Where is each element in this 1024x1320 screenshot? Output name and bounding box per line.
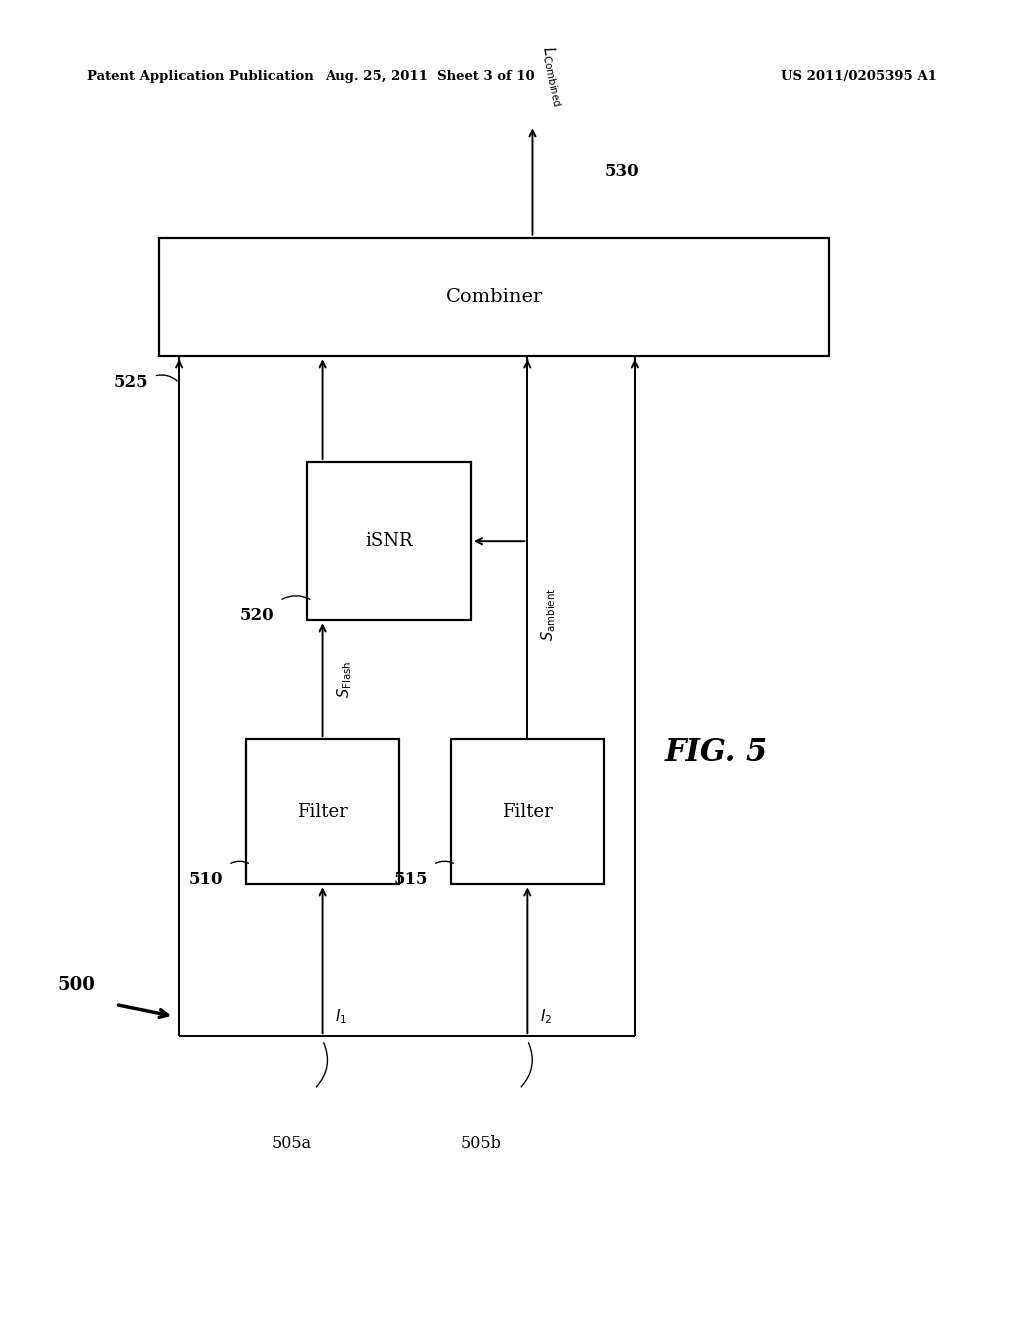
Text: Patent Application Publication: Patent Application Publication [87, 70, 313, 83]
Text: $S_\mathrm{ambient}$: $S_\mathrm{ambient}$ [540, 587, 558, 640]
Text: iSNR: iSNR [366, 532, 413, 550]
Text: Filter: Filter [297, 803, 348, 821]
Text: $S_\mathrm{Flash}$: $S_\mathrm{Flash}$ [335, 661, 353, 698]
Text: $L_\mathrm{Combined}$: $L_\mathrm{Combined}$ [538, 45, 568, 108]
Bar [159, 238, 829, 356]
Text: 520: 520 [240, 607, 274, 624]
Text: $I_2$: $I_2$ [540, 1007, 552, 1026]
Bar [246, 739, 399, 884]
Text: $I_1$: $I_1$ [335, 1007, 347, 1026]
Text: 500: 500 [57, 975, 95, 994]
Text: Filter: Filter [502, 803, 553, 821]
Text: US 2011/0205395 A1: US 2011/0205395 A1 [781, 70, 937, 83]
Text: FIG. 5: FIG. 5 [666, 737, 768, 768]
Text: Aug. 25, 2011  Sheet 3 of 10: Aug. 25, 2011 Sheet 3 of 10 [326, 70, 535, 83]
Text: 505b: 505b [461, 1135, 502, 1152]
Text: 515: 515 [393, 871, 428, 888]
Bar [307, 462, 471, 620]
Text: 530: 530 [604, 164, 639, 180]
Text: 505a: 505a [271, 1135, 312, 1152]
Text: 525: 525 [114, 375, 148, 391]
Text: Combiner: Combiner [445, 288, 543, 306]
Text: 510: 510 [188, 871, 223, 888]
Bar [451, 739, 604, 884]
